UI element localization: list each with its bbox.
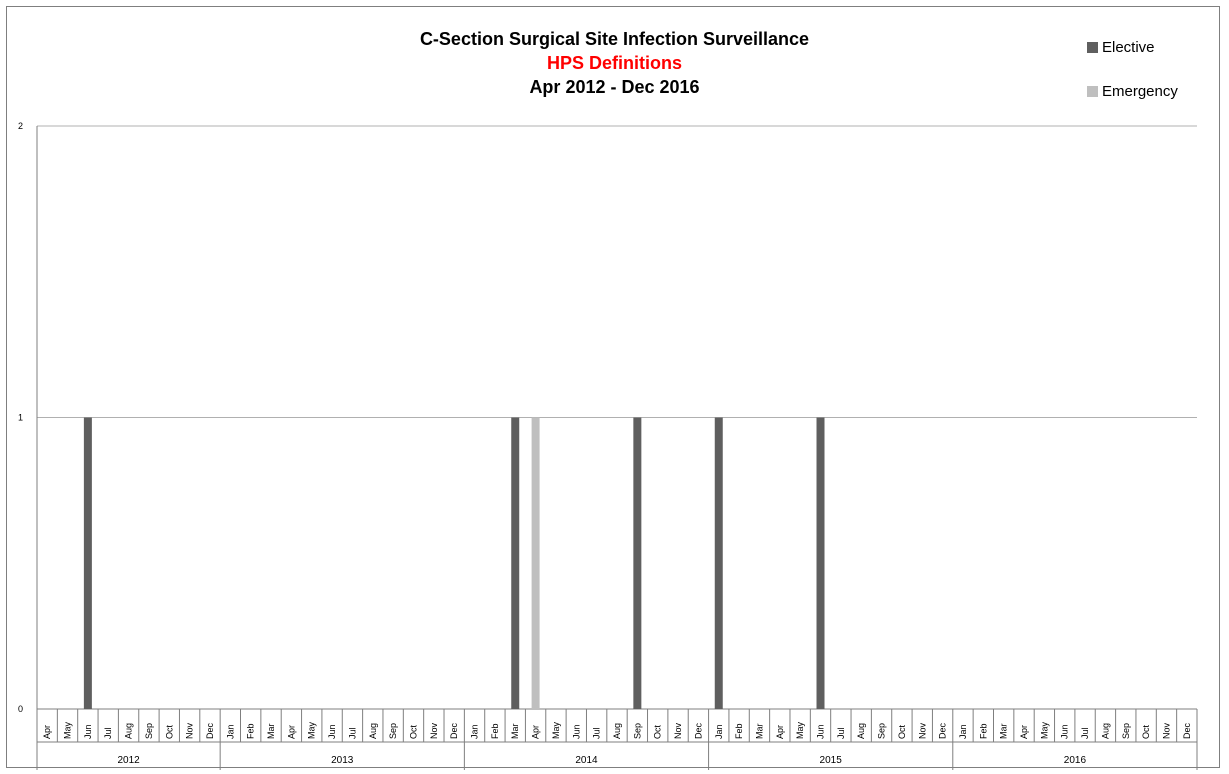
y-tick-label-1: 1: [18, 413, 23, 423]
x-tick-label-apr-2012: Apr: [42, 725, 52, 739]
x-tick-label-jan-2016: Jan: [958, 724, 968, 739]
x-tick-label-nov-2012: Nov: [185, 722, 195, 739]
x-tick-label-dec-2013: Dec: [449, 722, 459, 739]
chart-legend: Elective Emergency: [1087, 37, 1178, 125]
x-tick-label-jul-2015: Jul: [836, 727, 846, 739]
chart-title-block: C-Section Surgical Site Infection Survei…: [0, 27, 1229, 99]
y-tick-label-0: 0: [18, 704, 23, 714]
x-tick-label-oct-2012: Oct: [164, 724, 174, 739]
x-tick-label-sep-2015: Sep: [877, 723, 887, 739]
x-tick-label-apr-2016: Apr: [1019, 725, 1029, 739]
year-label-2013: 2013: [331, 755, 354, 766]
x-tick-label-may-2012: May: [63, 721, 73, 739]
x-tick-label-may-2016: May: [1039, 721, 1049, 739]
year-label-2015: 2015: [820, 755, 843, 766]
legend-swatch-elective: [1087, 41, 1098, 53]
legend-item-emergency: Emergency: [1087, 81, 1178, 101]
x-tick-label-oct-2016: Oct: [1141, 724, 1151, 739]
x-tick-label-mar-2016: Mar: [999, 723, 1009, 739]
chart-date-range: Apr 2012 - Dec 2016: [529, 77, 700, 97]
x-tick-label-jun-2013: Jun: [327, 724, 337, 739]
x-tick-label-aug-2012: Aug: [124, 723, 134, 739]
x-tick-label-aug-2013: Aug: [368, 723, 378, 739]
bar-elective-mar-2014: [511, 417, 520, 709]
x-tick-label-feb-2015: Feb: [734, 723, 744, 739]
legend-item-elective: Elective: [1087, 37, 1178, 57]
year-label-2016: 2016: [1064, 755, 1087, 766]
x-tick-label-mar-2014: Mar: [510, 723, 520, 739]
x-tick-label-sep-2013: Sep: [388, 723, 398, 739]
bar-elective-jun-2012: [83, 417, 92, 709]
x-tick-label-apr-2013: Apr: [286, 725, 296, 739]
x-tick-label-sep-2014: Sep: [632, 723, 642, 739]
x-tick-label-nov-2014: Nov: [673, 722, 683, 739]
x-tick-label-apr-2015: Apr: [775, 725, 785, 739]
x-tick-label-jul-2013: Jul: [347, 727, 357, 739]
bar-elective-jan-2015: [714, 417, 723, 709]
x-tick-label-dec-2016: Dec: [1182, 722, 1192, 739]
chart-subtitle: HPS Definitions: [546, 53, 682, 73]
x-tick-label-oct-2013: Oct: [408, 724, 418, 739]
legend-label-emergency: Emergency: [1102, 82, 1178, 100]
y-tick-label-2: 2: [18, 121, 23, 131]
x-tick-label-mar-2013: Mar: [266, 723, 276, 739]
x-tick-label-dec-2015: Dec: [938, 722, 948, 739]
x-tick-label-jun-2016: Jun: [1060, 724, 1070, 739]
x-tick-label-jan-2015: Jan: [714, 724, 724, 739]
x-tick-label-jan-2014: Jan: [470, 724, 480, 739]
bar-emergency-apr-2014: [531, 417, 540, 709]
year-label-2014: 2014: [575, 755, 598, 766]
x-tick-label-feb-2016: Feb: [978, 723, 988, 739]
x-tick-label-sep-2012: Sep: [144, 723, 154, 739]
x-tick-label-mar-2015: Mar: [754, 723, 764, 739]
x-tick-label-sep-2016: Sep: [1121, 723, 1131, 739]
x-tick-label-feb-2014: Feb: [490, 723, 500, 739]
x-tick-label-nov-2016: Nov: [1161, 722, 1171, 739]
x-tick-label-may-2014: May: [551, 721, 561, 739]
bar-elective-sep-2014: [633, 417, 642, 709]
year-label-2012: 2012: [117, 755, 140, 766]
x-tick-label-jul-2012: Jul: [103, 727, 113, 739]
x-tick-label-jan-2013: Jan: [225, 724, 235, 739]
x-tick-label-nov-2013: Nov: [429, 722, 439, 739]
x-tick-label-aug-2014: Aug: [612, 723, 622, 739]
x-tick-label-jul-2016: Jul: [1080, 727, 1090, 739]
x-tick-label-jun-2014: Jun: [571, 724, 581, 739]
bar-elective-jun-2015: [816, 417, 825, 709]
x-tick-label-oct-2014: Oct: [653, 724, 663, 739]
x-tick-label-dec-2012: Dec: [205, 722, 215, 739]
chart-frame: [6, 6, 1220, 768]
x-tick-label-apr-2014: Apr: [531, 725, 541, 739]
x-tick-label-jun-2015: Jun: [816, 724, 826, 739]
chart-title: C-Section Surgical Site Infection Survei…: [419, 29, 810, 49]
x-tick-label-jul-2014: Jul: [592, 727, 602, 739]
x-tick-label-aug-2015: Aug: [856, 723, 866, 739]
x-tick-label-may-2013: May: [307, 721, 317, 739]
x-tick-label-aug-2016: Aug: [1100, 723, 1110, 739]
x-tick-label-may-2015: May: [795, 721, 805, 739]
legend-swatch-emergency: [1087, 85, 1098, 97]
x-tick-label-dec-2014: Dec: [693, 722, 703, 739]
x-tick-label-oct-2015: Oct: [897, 724, 907, 739]
x-tick-label-jun-2012: Jun: [83, 724, 93, 739]
legend-label-elective: Elective: [1102, 38, 1155, 56]
x-tick-label-feb-2013: Feb: [246, 723, 256, 739]
x-tick-label-nov-2015: Nov: [917, 722, 927, 739]
